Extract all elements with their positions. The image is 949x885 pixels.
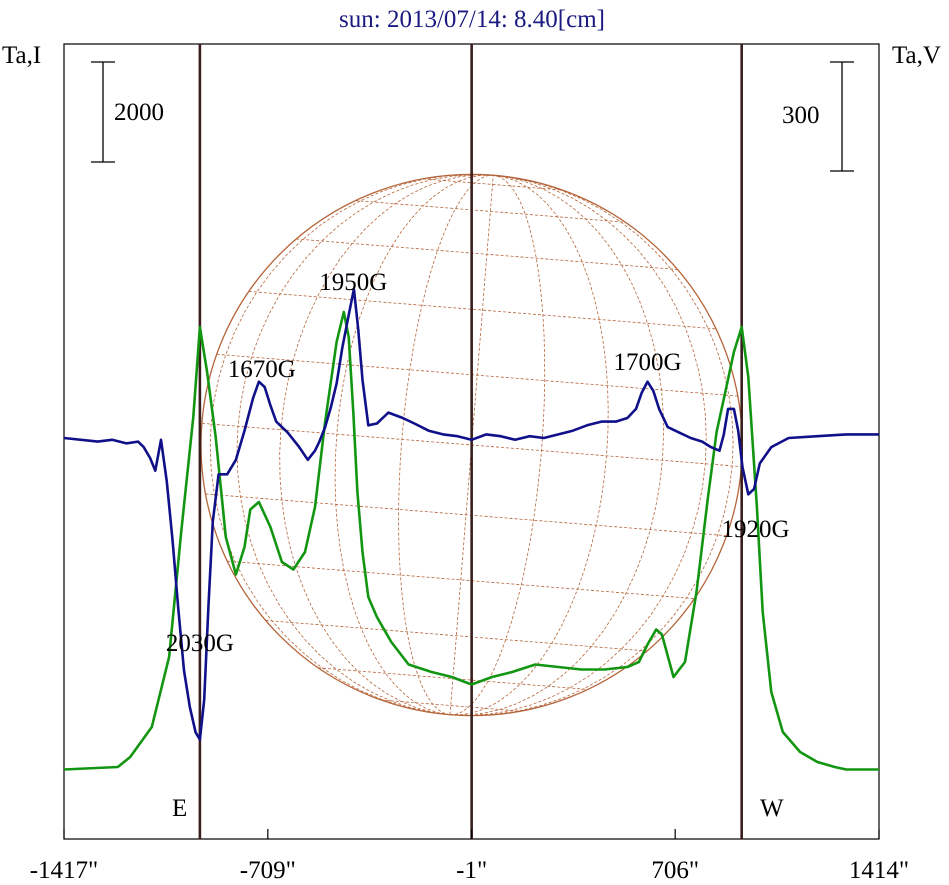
x-tick-label: -709" (240, 857, 296, 884)
right-scale-bar-label: 300 (782, 102, 820, 129)
right-axis-label: Ta,V (892, 42, 941, 69)
field-annotation-label: 1700G (614, 349, 682, 376)
field-annotation-label: 2030G (166, 630, 234, 657)
field-annotation-label: 1950G (319, 269, 387, 296)
disk-parallel (265, 620, 648, 652)
left-scale-bar (91, 61, 115, 163)
disk-parallel (205, 493, 727, 537)
disk-parallel (296, 238, 678, 270)
limb-label-west: W (760, 795, 784, 822)
disk-meridian (236, 174, 494, 716)
disk-parallel (380, 699, 521, 712)
disk-meridian (279, 174, 494, 716)
x-axis: -1417" -709" -1" 706" 1414" (30, 829, 909, 884)
disk-meridian (209, 174, 494, 716)
x-tick-label: 1414" (849, 857, 909, 884)
disk-parallel (422, 178, 563, 191)
field-annotation-label: 1670G (228, 356, 296, 383)
x-tick-label: -1417" (30, 857, 99, 884)
limb-label-east: E (172, 795, 187, 822)
x-tick-label: 706" (651, 857, 699, 884)
chart-title: sun: 2013/07/14: 8.40[cm] (339, 6, 605, 33)
disk-meridian (449, 174, 546, 716)
left-axis-label: Ta,I (2, 42, 41, 69)
disk-meridian (398, 174, 494, 716)
series-line-intensity (63, 310, 879, 771)
field-annotations: 2030G 1670G 1950G 1700G 1920G (166, 269, 790, 657)
right-scale-bar (830, 61, 854, 172)
reference-lines (198, 44, 743, 839)
left-scale-bar-label: 2000 (114, 99, 164, 126)
series-layer (63, 287, 879, 771)
disk-meridian (334, 174, 494, 716)
disk-parallel (248, 290, 717, 330)
series-line-polarization (63, 287, 879, 741)
disk-parallel (227, 560, 695, 600)
field-annotation-label: 1920G (721, 516, 789, 543)
disk-parallel (355, 200, 626, 223)
disk-meridian (449, 174, 707, 716)
x-tick-label: -1" (456, 857, 487, 884)
